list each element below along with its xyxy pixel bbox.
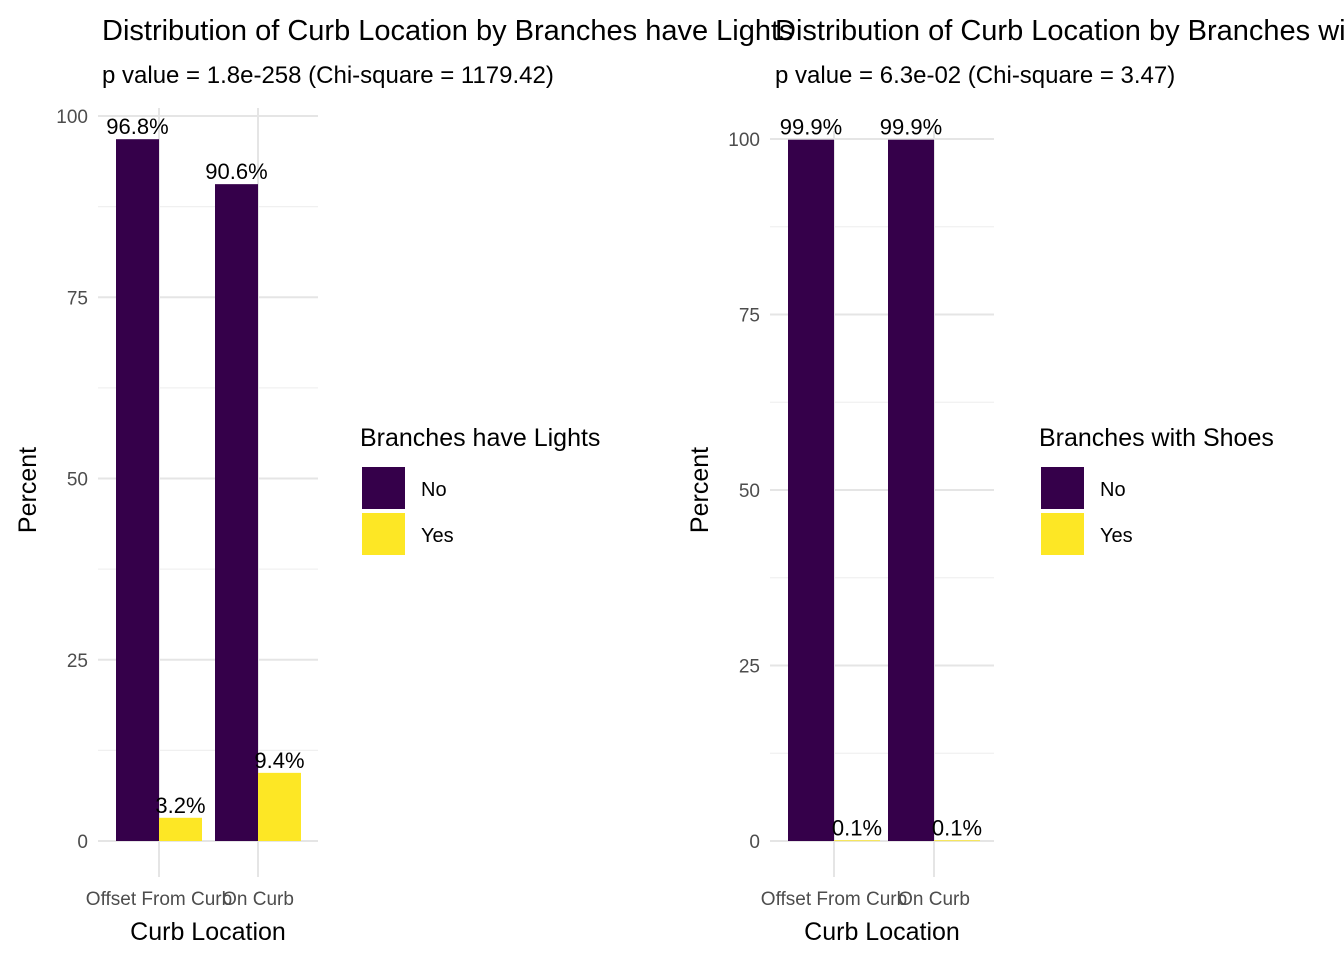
- y-tick-label: 0: [77, 832, 88, 853]
- bar-data-label: 0.1%: [932, 815, 982, 840]
- bar-data-label: 96.8%: [106, 114, 168, 139]
- x-tick-label: On Curb: [222, 889, 294, 910]
- y-tick-label: 100: [728, 130, 760, 151]
- x-tick-label: On Curb: [898, 889, 970, 910]
- bar-no-on-curb: [888, 139, 934, 841]
- legend-swatch-no: [1041, 467, 1084, 509]
- chart-subtitle: p value = 6.3e-02 (Chi-square = 3.47): [775, 62, 1175, 89]
- y-tick-label: 0: [749, 832, 760, 853]
- bar-yes-on-curb: [258, 772, 301, 841]
- bar-data-label: 3.2%: [155, 793, 205, 818]
- chart-title: Distribution of Curb Location by Branche…: [102, 15, 794, 47]
- legend-label: No: [421, 479, 447, 501]
- x-axis-title: Curb Location: [804, 918, 960, 946]
- chart-panel-shoes: 0 25 50 75 100 99.9% 0.1% Offset From Curb 99.9%…: [686, 15, 1344, 946]
- y-tick-label: 50: [739, 481, 760, 502]
- bar-no-on-curb: [215, 184, 258, 841]
- y-tick-label: 25: [67, 651, 88, 672]
- legend-label: Yes: [1100, 525, 1133, 547]
- y-tick-label: 100: [56, 107, 88, 128]
- x-axis-title: Curb Location: [130, 918, 286, 946]
- legend-swatch-no: [362, 467, 405, 509]
- bar-data-label: 0.1%: [832, 815, 882, 840]
- bar-yes-offset: [834, 840, 880, 842]
- bar-no-offset: [116, 139, 159, 841]
- x-tick-label: Offset From Curb: [86, 889, 232, 910]
- bar-data-label: 99.9%: [780, 115, 842, 140]
- chart-title: Distribution of Curb Location by Branche…: [775, 15, 1344, 47]
- legend-title: Branches have Lights: [360, 424, 600, 452]
- y-tick-label: 75: [739, 306, 760, 327]
- bar-yes-offset: [159, 817, 202, 841]
- x-tick-label: Offset From Curb: [761, 889, 907, 910]
- legend-title: Branches with Shoes: [1039, 424, 1274, 452]
- y-tick-label: 75: [67, 288, 88, 309]
- bar-data-label: 90.6%: [205, 159, 267, 184]
- bar-no-offset: [788, 139, 834, 841]
- legend-label: Yes: [421, 525, 454, 547]
- bar-data-label: 9.4%: [254, 748, 304, 773]
- legend-swatch-yes: [362, 513, 405, 555]
- y-axis-title: Percent: [14, 447, 42, 533]
- bar-data-label: 99.9%: [880, 115, 942, 140]
- chart-subtitle: p value = 1.8e-258 (Chi-square = 1179.42…: [102, 62, 554, 89]
- y-axis-title: Percent: [686, 447, 714, 533]
- y-tick-label: 25: [739, 657, 760, 678]
- bar-yes-on-curb: [934, 840, 980, 842]
- legend-swatch-yes: [1041, 513, 1084, 555]
- y-tick-label: 50: [67, 470, 88, 491]
- legend-label: No: [1100, 479, 1126, 501]
- chart-panel-lights: 0 25 50 75 100 96.8% 3.2% Offset From Curb 90.6%…: [14, 15, 794, 946]
